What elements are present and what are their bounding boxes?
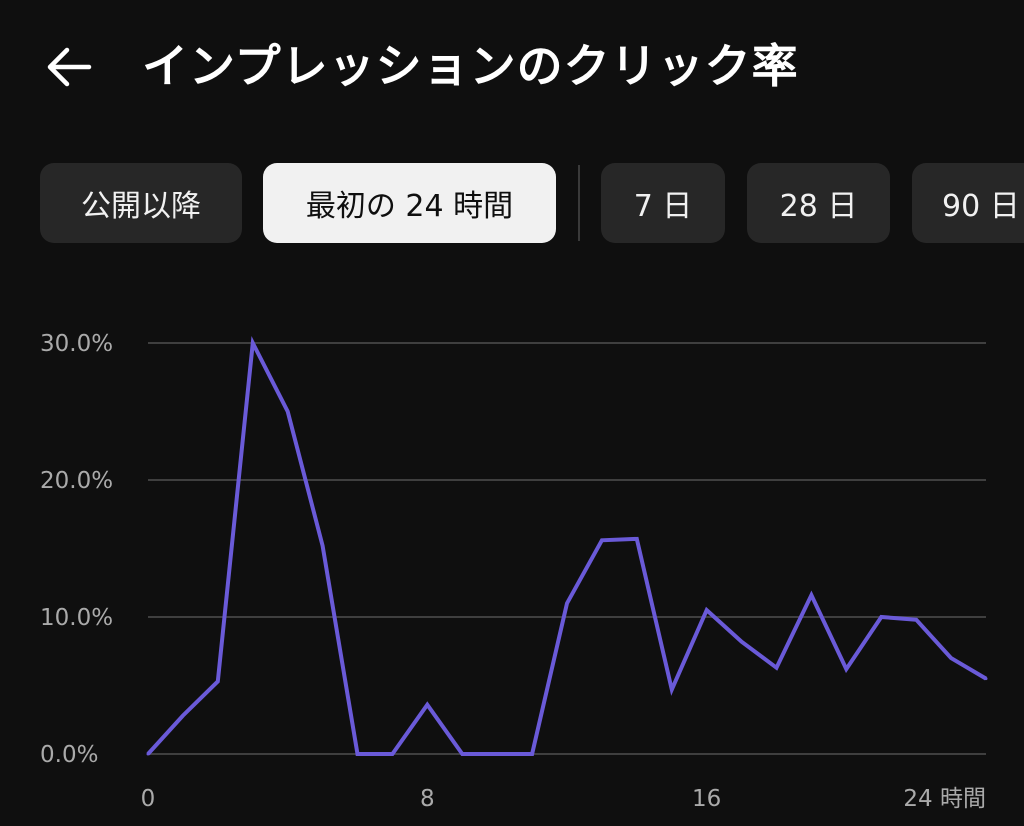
x-axis-labels: 0 8 16 24 時間: [141, 786, 986, 812]
data-point: [984, 677, 988, 681]
data-point: [530, 752, 534, 756]
y-tick-label: 10.0%: [40, 605, 113, 631]
x-tick-label: 16: [692, 786, 721, 812]
data-point: [460, 752, 464, 756]
x-tick-label: 0: [141, 786, 156, 812]
data-point: [914, 618, 918, 622]
data-point: [181, 714, 185, 718]
data-point: [949, 656, 953, 660]
data-point: [390, 752, 394, 756]
chip-90-days[interactable]: 90 日: [912, 163, 1024, 243]
chip-28-days[interactable]: 28 日: [747, 163, 890, 243]
arrow-left-icon: [47, 47, 92, 87]
page-title: インプレッションのクリック率: [142, 39, 799, 93]
header: インプレッションのクリック率: [0, 0, 1024, 130]
ctr-line-chart: 0.0% 10.0% 20.0% 30.0% 0 8 16 24 時間: [40, 331, 988, 812]
data-point: [321, 544, 325, 548]
data-point: [844, 667, 848, 671]
data-point: [356, 752, 359, 756]
x-tick-label: 24 時間: [903, 786, 986, 812]
y-tick-label: 0.0%: [40, 742, 98, 768]
x-tick-label: 8: [420, 786, 435, 812]
chart-gridlines: [148, 342, 986, 755]
chip-divider: [578, 165, 580, 241]
data-point: [635, 537, 639, 541]
data-point: [146, 752, 150, 756]
chip-first-24-hours[interactable]: 最初の 24 時間: [263, 163, 556, 243]
data-point: [809, 593, 813, 597]
back-button[interactable]: [40, 38, 98, 96]
chip-7-days[interactable]: 7 日: [601, 163, 725, 243]
data-point: [879, 615, 883, 619]
data-point: [216, 679, 220, 683]
data-point: [425, 703, 429, 707]
data-point: [705, 608, 709, 612]
series-line-0: [146, 336, 988, 756]
y-tick-label: 30.0%: [40, 331, 113, 357]
chart-series: [146, 336, 988, 756]
data-point: [495, 752, 499, 756]
data-point: [286, 410, 290, 413]
y-axis-labels: 0.0% 10.0% 20.0% 30.0%: [40, 331, 113, 768]
data-point: [565, 601, 569, 605]
data-point: [251, 341, 255, 345]
data-point: [670, 688, 674, 692]
data-point: [740, 640, 744, 644]
data-point: [775, 666, 778, 670]
data-point: [600, 538, 604, 542]
date-range-chips: 公開以降 最初の 24 時間 7 日 28 日 90 日: [0, 163, 1024, 245]
y-tick-label: 20.0%: [40, 468, 113, 494]
chip-since-published[interactable]: 公開以降: [40, 163, 242, 243]
